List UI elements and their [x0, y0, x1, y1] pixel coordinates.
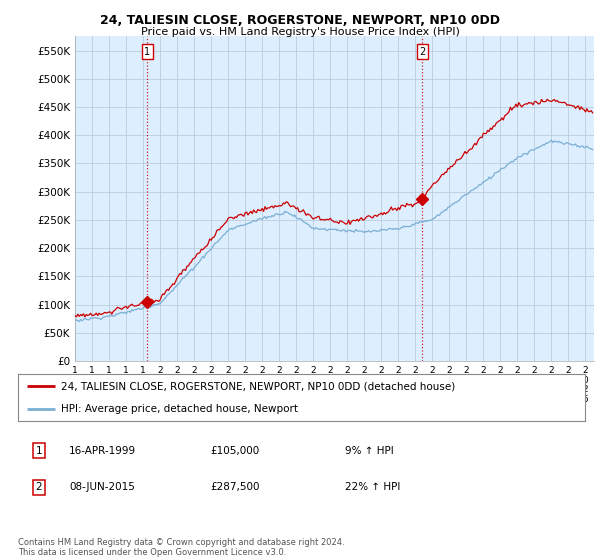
Text: 1: 1	[144, 46, 151, 57]
Text: 24, TALIESIN CLOSE, ROGERSTONE, NEWPORT, NP10 0DD (detached house): 24, TALIESIN CLOSE, ROGERSTONE, NEWPORT,…	[61, 381, 455, 391]
Text: £287,500: £287,500	[210, 482, 260, 492]
Text: Contains HM Land Registry data © Crown copyright and database right 2024.
This d: Contains HM Land Registry data © Crown c…	[18, 538, 344, 557]
Text: £105,000: £105,000	[210, 446, 259, 456]
Text: Price paid vs. HM Land Registry's House Price Index (HPI): Price paid vs. HM Land Registry's House …	[140, 27, 460, 37]
Text: 2: 2	[419, 46, 425, 57]
Text: 9% ↑ HPI: 9% ↑ HPI	[345, 446, 394, 456]
Text: 24, TALIESIN CLOSE, ROGERSTONE, NEWPORT, NP10 0DD: 24, TALIESIN CLOSE, ROGERSTONE, NEWPORT,…	[100, 14, 500, 27]
Text: 1: 1	[35, 446, 43, 456]
Text: 16-APR-1999: 16-APR-1999	[69, 446, 136, 456]
Text: 2: 2	[35, 482, 43, 492]
Text: 08-JUN-2015: 08-JUN-2015	[69, 482, 135, 492]
Text: 22% ↑ HPI: 22% ↑ HPI	[345, 482, 400, 492]
Text: HPI: Average price, detached house, Newport: HPI: Average price, detached house, Newp…	[61, 404, 298, 414]
